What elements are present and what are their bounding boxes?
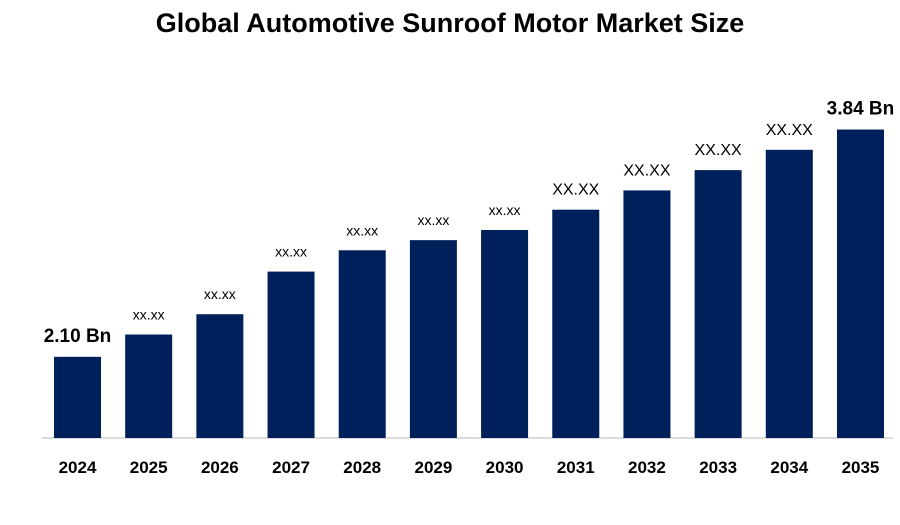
x-tick-label-2024: 2024 <box>59 458 97 477</box>
data-label-2035: 3.84 Bn <box>827 99 895 120</box>
bar-2026 <box>196 314 244 438</box>
bar-2024 <box>54 356 101 438</box>
x-tick-label-2027: 2027 <box>272 458 310 477</box>
chart-title: Global Automotive Sunroof Motor Market S… <box>155 8 745 38</box>
data-label-2028: xx.xx <box>346 222 378 238</box>
bar-2035 <box>836 129 884 438</box>
bar-2027 <box>267 271 315 438</box>
data-label-2025: xx.xx <box>133 307 165 323</box>
data-label-2032: XX.XX <box>623 162 670 179</box>
x-tick-label-2029: 2029 <box>414 458 452 477</box>
x-tick-label-2026: 2026 <box>201 458 239 477</box>
x-tick-label-2034: 2034 <box>770 458 808 477</box>
bar-2033 <box>694 170 742 438</box>
data-label-2033: XX.XX <box>695 142 742 159</box>
data-label-2027: xx.xx <box>275 244 307 260</box>
data-label-2024: 2.10 Bn <box>44 326 112 347</box>
data-label-2029: xx.xx <box>417 212 449 228</box>
data-label-2034: XX.XX <box>766 122 813 139</box>
bar-2028 <box>338 250 386 438</box>
x-tick-label-2025: 2025 <box>130 458 168 477</box>
x-tick-label-2031: 2031 <box>557 458 595 477</box>
bar-2030 <box>481 229 529 438</box>
bar-2032 <box>623 190 671 438</box>
data-label-2026: xx.xx <box>204 286 236 302</box>
bar-2031 <box>552 209 600 438</box>
data-label-2031: XX.XX <box>552 182 599 199</box>
x-tick-label-2035: 2035 <box>842 458 880 477</box>
x-tick-label-2028: 2028 <box>343 458 381 477</box>
x-tick-label-2033: 2033 <box>699 458 737 477</box>
bar-2025 <box>125 334 173 438</box>
bar-2029 <box>409 240 457 438</box>
x-tick-label-2030: 2030 <box>486 458 524 477</box>
bar-2034 <box>765 149 813 438</box>
data-label-2030: xx.xx <box>489 202 521 218</box>
x-tick-label-2032: 2032 <box>628 458 666 477</box>
